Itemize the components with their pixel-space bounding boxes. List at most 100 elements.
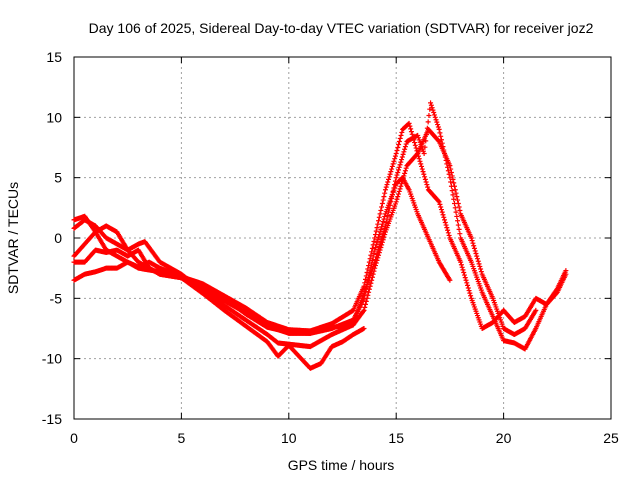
data-point-marker bbox=[464, 280, 470, 286]
data-point-marker bbox=[469, 238, 475, 244]
data-point-marker bbox=[396, 167, 402, 173]
data-point-marker bbox=[478, 266, 484, 272]
data-point-marker bbox=[395, 194, 401, 200]
data-point-marker bbox=[363, 298, 369, 304]
x-tick-label: 5 bbox=[178, 430, 186, 446]
x-tick-label: 0 bbox=[70, 430, 78, 446]
data-point-marker bbox=[402, 144, 408, 150]
data-point-marker bbox=[474, 253, 480, 259]
data-point-marker bbox=[398, 132, 404, 138]
data-point-marker bbox=[399, 178, 405, 184]
data-point-marker bbox=[388, 199, 394, 205]
data-point-marker bbox=[373, 254, 379, 260]
y-axis-label: SDTVAR / TECUs bbox=[5, 182, 21, 294]
data-point-marker bbox=[395, 145, 401, 150]
axis-ticks bbox=[73, 56, 612, 420]
data-point-marker bbox=[380, 231, 386, 237]
data-marks bbox=[71, 100, 569, 371]
data-point-marker bbox=[380, 219, 386, 225]
data-point-marker bbox=[397, 186, 403, 192]
data-point-marker bbox=[399, 154, 405, 160]
data-point-marker bbox=[430, 107, 436, 113]
data-point-marker bbox=[406, 120, 412, 126]
data-point-marker bbox=[382, 190, 388, 196]
data-point-marker bbox=[461, 269, 467, 275]
data-point-marker bbox=[434, 119, 440, 125]
data-point-marker bbox=[412, 140, 418, 146]
data-point-marker bbox=[368, 280, 374, 286]
data-point-marker bbox=[407, 123, 413, 129]
data-point-marker bbox=[476, 261, 482, 267]
data-point-marker bbox=[471, 243, 477, 249]
data-point-marker bbox=[379, 201, 385, 207]
y-tick-label: 0 bbox=[54, 230, 62, 246]
data-point-marker bbox=[386, 206, 392, 212]
data-point-marker bbox=[437, 130, 443, 136]
data-point-marker bbox=[375, 249, 381, 255]
data-point-marker bbox=[440, 212, 446, 218]
data-point-marker bbox=[432, 114, 438, 120]
data-point-marker bbox=[455, 222, 461, 228]
data-point-marker bbox=[378, 207, 384, 213]
data-point-marker bbox=[372, 259, 378, 265]
y-tick-labels: -15 -10 -5 0 5 10 15 bbox=[42, 49, 62, 427]
data-point-marker bbox=[424, 125, 430, 131]
data-point-marker bbox=[387, 202, 393, 208]
data-point-marker bbox=[408, 126, 414, 132]
data-point-marker bbox=[439, 209, 445, 215]
data-point-marker bbox=[438, 207, 444, 213]
data-point-marker bbox=[429, 105, 435, 111]
data-point-marker bbox=[361, 307, 367, 313]
data-point-marker bbox=[437, 201, 443, 207]
data-point-marker bbox=[435, 138, 441, 144]
data-point-marker bbox=[426, 113, 432, 119]
data-point-marker bbox=[431, 112, 437, 118]
data-point-marker bbox=[457, 231, 463, 237]
data-point-marker bbox=[452, 205, 458, 211]
data-point-marker bbox=[446, 232, 452, 238]
data-point-marker bbox=[374, 251, 380, 257]
data-point-marker bbox=[451, 196, 457, 202]
data-point-marker bbox=[402, 170, 408, 176]
data-point-marker bbox=[398, 159, 404, 165]
data-point-marker bbox=[392, 182, 398, 188]
data-point-marker bbox=[373, 228, 379, 234]
data-point-marker bbox=[471, 245, 477, 251]
data-point-marker bbox=[442, 217, 448, 223]
data-point-marker bbox=[436, 199, 442, 205]
data-point-marker bbox=[386, 176, 392, 182]
data-point-marker bbox=[384, 182, 390, 188]
data-point-marker bbox=[373, 242, 379, 248]
data-point-marker bbox=[438, 133, 444, 139]
data-point-marker bbox=[450, 192, 456, 198]
data-point-marker bbox=[376, 232, 382, 238]
data-point-marker bbox=[397, 135, 403, 141]
data-point-marker bbox=[377, 241, 383, 247]
data-point-marker bbox=[363, 301, 369, 307]
data-point-marker bbox=[452, 187, 458, 193]
data-point-marker bbox=[400, 151, 406, 157]
data-point-marker bbox=[394, 196, 400, 202]
data-point-marker bbox=[442, 151, 448, 157]
data-point-marker bbox=[374, 239, 380, 245]
data-point-marker bbox=[372, 235, 378, 241]
data-point-marker bbox=[435, 124, 441, 130]
data-point-marker bbox=[424, 182, 430, 188]
data-point-marker bbox=[433, 117, 439, 123]
data-point-marker bbox=[475, 258, 481, 264]
data-point-marker bbox=[428, 100, 434, 106]
data-point-marker bbox=[393, 199, 399, 205]
data-point-marker bbox=[372, 247, 378, 253]
x-tick-label: 10 bbox=[281, 430, 297, 446]
data-point-marker bbox=[382, 213, 388, 219]
data-point-marker bbox=[364, 295, 370, 301]
data-point-marker bbox=[435, 198, 441, 204]
data-point-marker bbox=[376, 214, 382, 220]
data-point-marker bbox=[417, 158, 423, 164]
data-point-marker bbox=[462, 275, 468, 281]
data-point-marker bbox=[422, 144, 428, 150]
data-point-marker bbox=[408, 129, 414, 135]
data-point-marker bbox=[478, 269, 484, 275]
data-point-marker bbox=[443, 157, 449, 163]
